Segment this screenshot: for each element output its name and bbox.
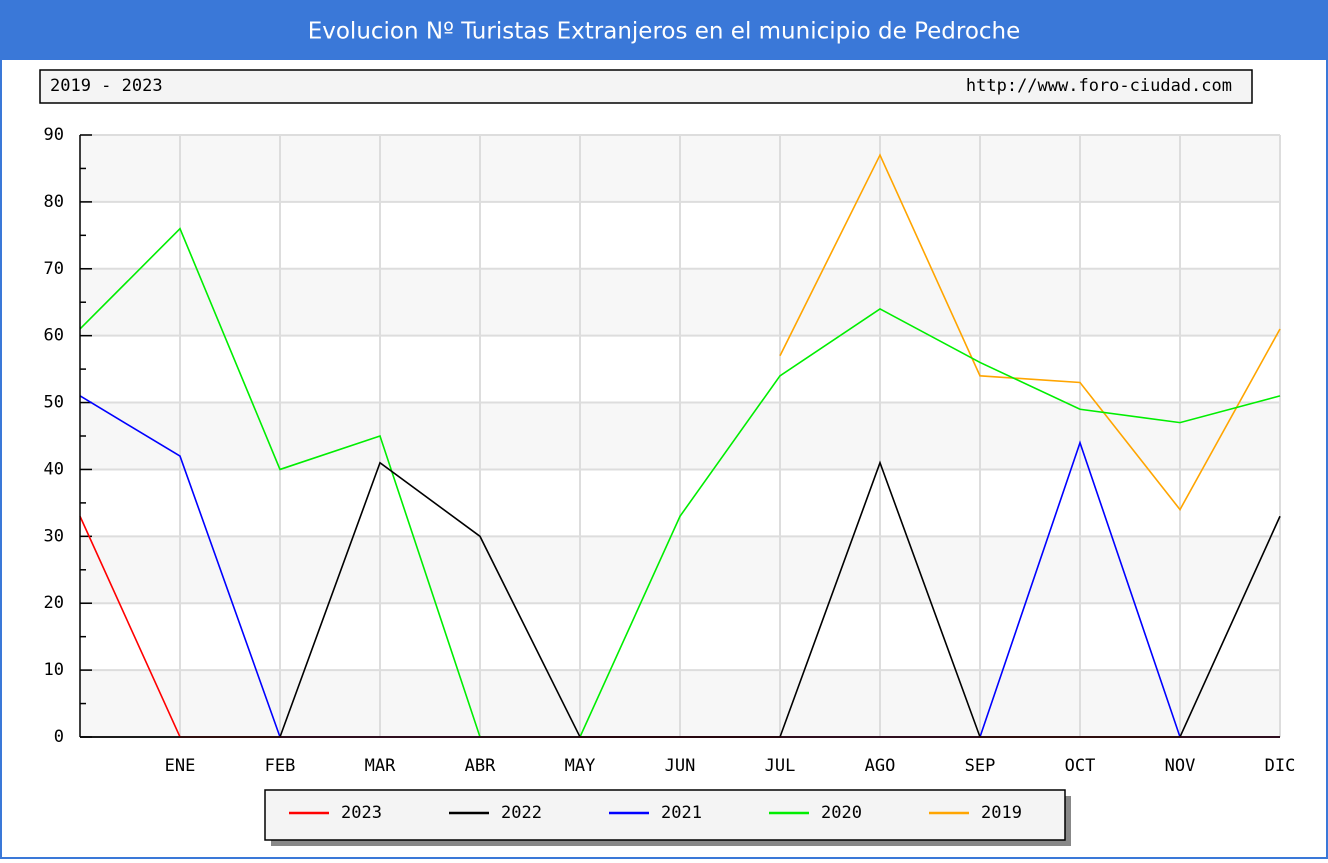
y-tick-label: 50 [44, 393, 64, 413]
legend-label: 2020 [821, 803, 862, 823]
x-tick-label: DIC [1265, 756, 1296, 776]
y-tick-label: 80 [44, 192, 64, 212]
chart-title: Evolucion Nº Turistas Extranjeros en el … [308, 19, 1021, 45]
y-tick-label: 0 [54, 727, 64, 747]
legend-label: 2021 [661, 803, 702, 823]
y-tick-label: 90 [44, 125, 64, 145]
x-tick-label: NOV [1165, 756, 1196, 776]
source: http://www.foro-ciudad.com [966, 76, 1232, 96]
y-tick-label: 30 [44, 526, 64, 546]
x-tick-label: MAY [565, 756, 596, 776]
y-tick-label: 40 [44, 459, 64, 479]
x-tick-label: ENE [165, 756, 196, 776]
legend-label: 2022 [501, 803, 542, 823]
x-tick-label: MAR [365, 756, 396, 776]
series-line [779, 153, 1281, 512]
x-tick-label: JUN [665, 756, 696, 776]
x-tick-label: FEB [265, 756, 296, 776]
subtitle-box [39, 69, 1253, 104]
x-tick-label: AGO [865, 756, 896, 776]
legend-box [264, 789, 1066, 841]
y-tick-label: 60 [44, 326, 64, 346]
title-bar [0, 0, 1328, 60]
y-tick-label: 10 [44, 660, 64, 680]
y-tick-label: 70 [44, 259, 64, 279]
subtitle: 2019 - 2023 [50, 76, 163, 96]
x-tick-label: SEP [965, 756, 996, 776]
x-tick-label: OCT [1065, 756, 1096, 776]
x-tick-label: JUL [765, 756, 796, 776]
y-tick-label: 20 [44, 593, 64, 613]
x-tick-label: ABR [465, 756, 496, 776]
legend: 2023 2022 2021 2020 2019 [264, 789, 1071, 846]
legend-label: 2019 [981, 803, 1022, 823]
legend-label: 2023 [341, 803, 382, 823]
series-line [79, 227, 1281, 738]
plot: 0 10 20 30 40 50 60 70 80 90 ENE FEB MAR ABR MAY JUN JUL… [44, 125, 1296, 776]
